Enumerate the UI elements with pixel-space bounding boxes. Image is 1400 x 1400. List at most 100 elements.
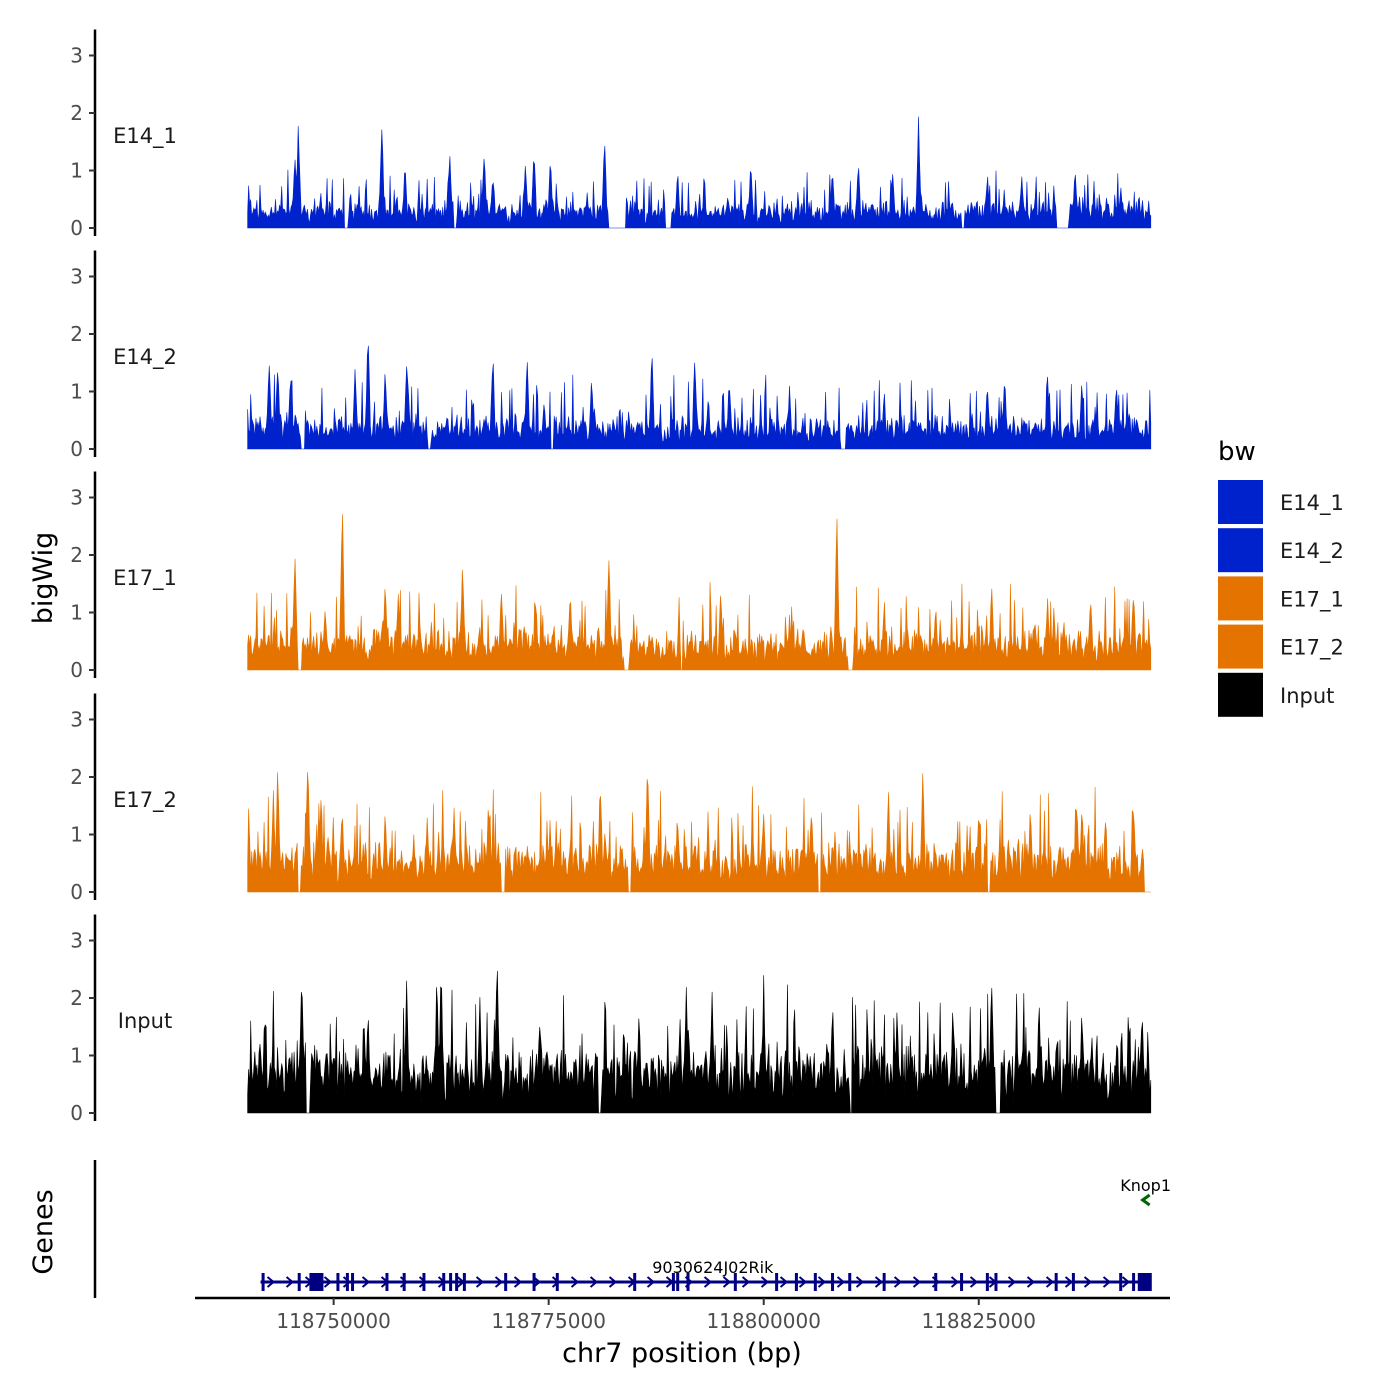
strand-arrow bbox=[1026, 1276, 1036, 1288]
y-tick-label: 2 bbox=[70, 101, 83, 125]
y-tick-label: 3 bbox=[70, 929, 83, 953]
strand-arrow bbox=[570, 1276, 580, 1288]
strand-arrow bbox=[798, 1276, 808, 1288]
strand-arrow bbox=[418, 1276, 428, 1288]
strand-arrow bbox=[475, 1276, 485, 1288]
exon bbox=[1119, 1273, 1123, 1291]
exon bbox=[633, 1273, 637, 1291]
strand-arrow bbox=[722, 1276, 732, 1288]
legend-title: bw bbox=[1218, 437, 1256, 467]
y-tick-label: 2 bbox=[70, 765, 83, 789]
signal-area-E17_2 bbox=[247, 772, 1151, 893]
strand-arrow bbox=[513, 1276, 523, 1288]
gene-label: 9030624J02Rik bbox=[652, 1258, 774, 1277]
x-tick-label: 118825000 bbox=[921, 1309, 1036, 1333]
exon bbox=[261, 1273, 265, 1291]
exon bbox=[1137, 1273, 1152, 1291]
track-label: E17_1 bbox=[113, 566, 177, 591]
y-tick-label: 0 bbox=[70, 880, 83, 904]
legend-swatch-E14_1 bbox=[1218, 480, 1263, 524]
track-E14_1: 0 1 2 3 E14_1 bbox=[70, 29, 1152, 240]
exon bbox=[422, 1273, 426, 1291]
legend-label-E14_2: E14_2 bbox=[1280, 539, 1344, 564]
strand-arrow bbox=[266, 1276, 276, 1288]
legend-label-E17_2: E17_2 bbox=[1280, 636, 1344, 661]
exon bbox=[1132, 1273, 1136, 1291]
strand-arrow bbox=[855, 1276, 865, 1288]
exon bbox=[351, 1273, 355, 1291]
exon bbox=[309, 1273, 324, 1291]
strand-arrow bbox=[285, 1276, 295, 1288]
strand-arrow bbox=[817, 1276, 827, 1288]
exon bbox=[336, 1273, 340, 1291]
y-tick-label: 3 bbox=[70, 44, 83, 68]
y-tick-label: 0 bbox=[70, 216, 83, 240]
x-tick-label: 118775000 bbox=[491, 1309, 606, 1333]
exon bbox=[345, 1273, 349, 1291]
strand-arrow bbox=[361, 1276, 371, 1288]
signal-area-E14_2 bbox=[247, 345, 1152, 450]
strand-arrow bbox=[1045, 1276, 1055, 1288]
track-label: Input bbox=[118, 1009, 172, 1033]
exon bbox=[848, 1273, 852, 1291]
y-tick-label: 0 bbox=[70, 1101, 83, 1125]
signal-area-E14_1 bbox=[247, 116, 1152, 229]
legend-swatch-E17_1 bbox=[1218, 576, 1263, 621]
signal-area-E17_1 bbox=[247, 514, 1152, 671]
strand-arrow bbox=[1064, 1276, 1074, 1288]
y-tick-label: 2 bbox=[70, 986, 83, 1010]
y-tick-label: 1 bbox=[70, 823, 83, 847]
strand-arrow bbox=[1140, 1193, 1151, 1207]
strand-arrow bbox=[1121, 1276, 1131, 1288]
y-axis-title: bigWig bbox=[28, 532, 59, 625]
y-tick-label: 2 bbox=[70, 543, 83, 567]
strand-arrow bbox=[1102, 1276, 1112, 1288]
exon bbox=[1054, 1273, 1058, 1291]
strand-arrow bbox=[1083, 1276, 1093, 1288]
track-E17_2: 0 1 2 3 E17_2 bbox=[70, 693, 1151, 904]
exon bbox=[532, 1273, 536, 1291]
strand-arrow bbox=[646, 1276, 656, 1288]
track-label: E14_1 bbox=[113, 124, 177, 149]
gene-track: 9030624J02Rik Knop1 bbox=[93, 1160, 1171, 1298]
signal-area-Input bbox=[247, 970, 1152, 1114]
exon bbox=[385, 1273, 389, 1291]
strand-arrow bbox=[969, 1276, 979, 1288]
exon bbox=[985, 1273, 989, 1291]
y-tick-label: 0 bbox=[70, 437, 83, 461]
exon bbox=[960, 1273, 964, 1291]
exon bbox=[686, 1273, 690, 1291]
y-tick-label: 3 bbox=[70, 265, 83, 289]
legend-label-Input: Input bbox=[1280, 684, 1334, 708]
legend-swatch-E14_2 bbox=[1218, 528, 1263, 573]
strand-arrow bbox=[703, 1276, 713, 1288]
strand-arrow bbox=[760, 1276, 770, 1288]
track-Input: 0 1 2 3 Input bbox=[70, 914, 1152, 1125]
y-tick-label: 3 bbox=[70, 708, 83, 732]
y-tick-label: 2 bbox=[70, 322, 83, 346]
exon bbox=[794, 1273, 798, 1291]
exon bbox=[455, 1273, 459, 1291]
x-axis: 118750000 118775000 118800000 118825000 bbox=[195, 1296, 1170, 1333]
exon bbox=[676, 1273, 680, 1291]
strand-arrow bbox=[874, 1276, 884, 1288]
strand-arrow bbox=[950, 1276, 960, 1288]
strand-arrow bbox=[1007, 1276, 1017, 1288]
gene-label: Knop1 bbox=[1120, 1176, 1171, 1195]
x-axis-title: chr7 position (bp) bbox=[562, 1338, 802, 1369]
track-E17_1: 0 1 2 3 E17_1 bbox=[70, 471, 1152, 682]
exon bbox=[831, 1273, 835, 1291]
exon bbox=[733, 1273, 737, 1291]
legend-swatch-E17_2 bbox=[1218, 624, 1263, 669]
exon bbox=[813, 1273, 817, 1291]
exon bbox=[934, 1273, 938, 1291]
exon bbox=[297, 1273, 301, 1291]
exon bbox=[555, 1273, 559, 1291]
legend-swatch-Input bbox=[1218, 672, 1263, 717]
exon bbox=[442, 1273, 446, 1291]
strand-arrow bbox=[342, 1276, 352, 1288]
genes-axis-title: Genes bbox=[28, 1189, 59, 1274]
track-label: E17_2 bbox=[113, 788, 177, 813]
legend-label-E14_1: E14_1 bbox=[1280, 491, 1344, 516]
